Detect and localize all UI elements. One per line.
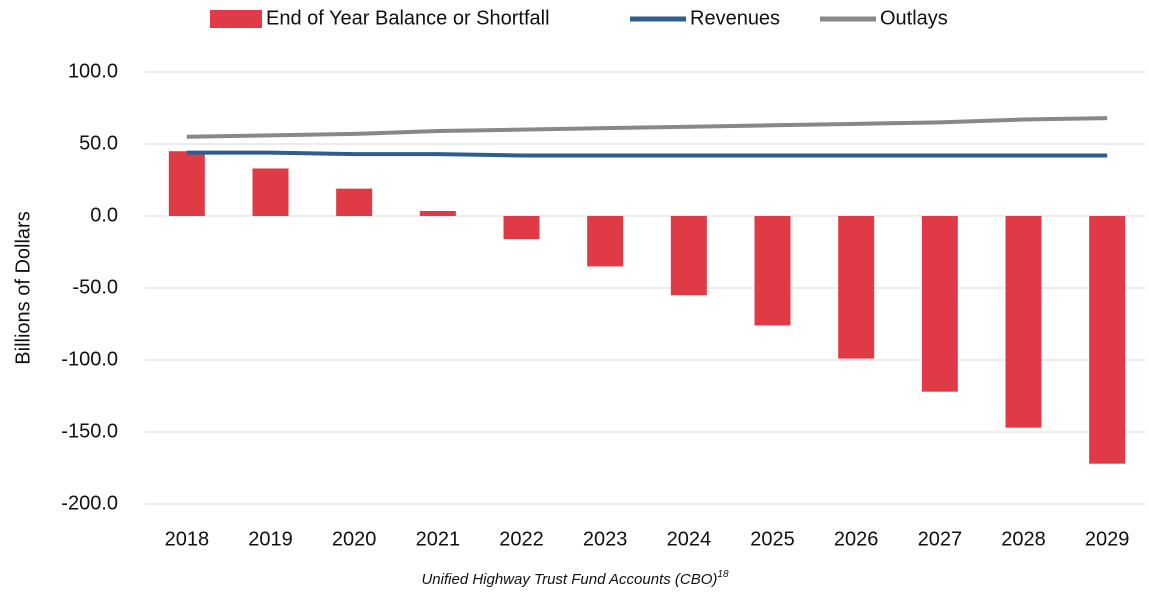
x-tick-label: 2019: [248, 528, 293, 550]
legend-label: End of Year Balance or Shortfall: [266, 7, 550, 29]
x-tick-label: 2026: [834, 528, 879, 550]
x-tick-label: 2018: [165, 528, 210, 550]
y-tick-label: 50.0: [79, 132, 118, 154]
bar: [168, 151, 205, 216]
legend-swatch: [210, 10, 262, 28]
bar: [587, 216, 624, 267]
y-axis-label: Billions of Dollars: [12, 211, 34, 364]
y-tick-label: -150.0: [61, 420, 118, 442]
bar: [503, 216, 540, 240]
y-tick-label: 0.0: [90, 204, 118, 226]
x-tick-label: 2022: [499, 528, 544, 550]
caption-text: Unified Highway Trust Fund Accounts (CBO…: [421, 571, 717, 588]
bar: [336, 188, 373, 216]
bar: [754, 216, 791, 326]
x-tick-label: 2028: [1001, 528, 1046, 550]
bar: [838, 216, 875, 359]
x-tick-label: 2023: [583, 528, 628, 550]
legend-label: Revenues: [690, 7, 780, 29]
x-tick-label: 2027: [918, 528, 963, 550]
bar: [1005, 216, 1042, 428]
bar: [1089, 216, 1126, 464]
y-tick-label: -50.0: [72, 276, 118, 298]
x-tick-label: 2029: [1085, 528, 1130, 550]
bar: [419, 210, 456, 216]
caption: Unified Highway Trust Fund Accounts (CBO…: [421, 569, 728, 588]
y-tick-label: -200.0: [61, 492, 118, 514]
x-tick-label: 2021: [416, 528, 461, 550]
bar: [921, 216, 958, 392]
line: [186, 116, 1108, 139]
x-tick-label: 2024: [667, 528, 712, 550]
x-tick-label: 2020: [332, 528, 377, 550]
y-tick-label: 100.0: [68, 60, 118, 82]
legend-label: Outlays: [880, 7, 948, 29]
caption-note: 18: [717, 569, 729, 580]
line: [186, 150, 1108, 158]
y-tick-label: -100.0: [61, 348, 118, 370]
bar: [252, 168, 289, 216]
x-tick-label: 2025: [750, 528, 795, 550]
bar: [670, 216, 707, 296]
